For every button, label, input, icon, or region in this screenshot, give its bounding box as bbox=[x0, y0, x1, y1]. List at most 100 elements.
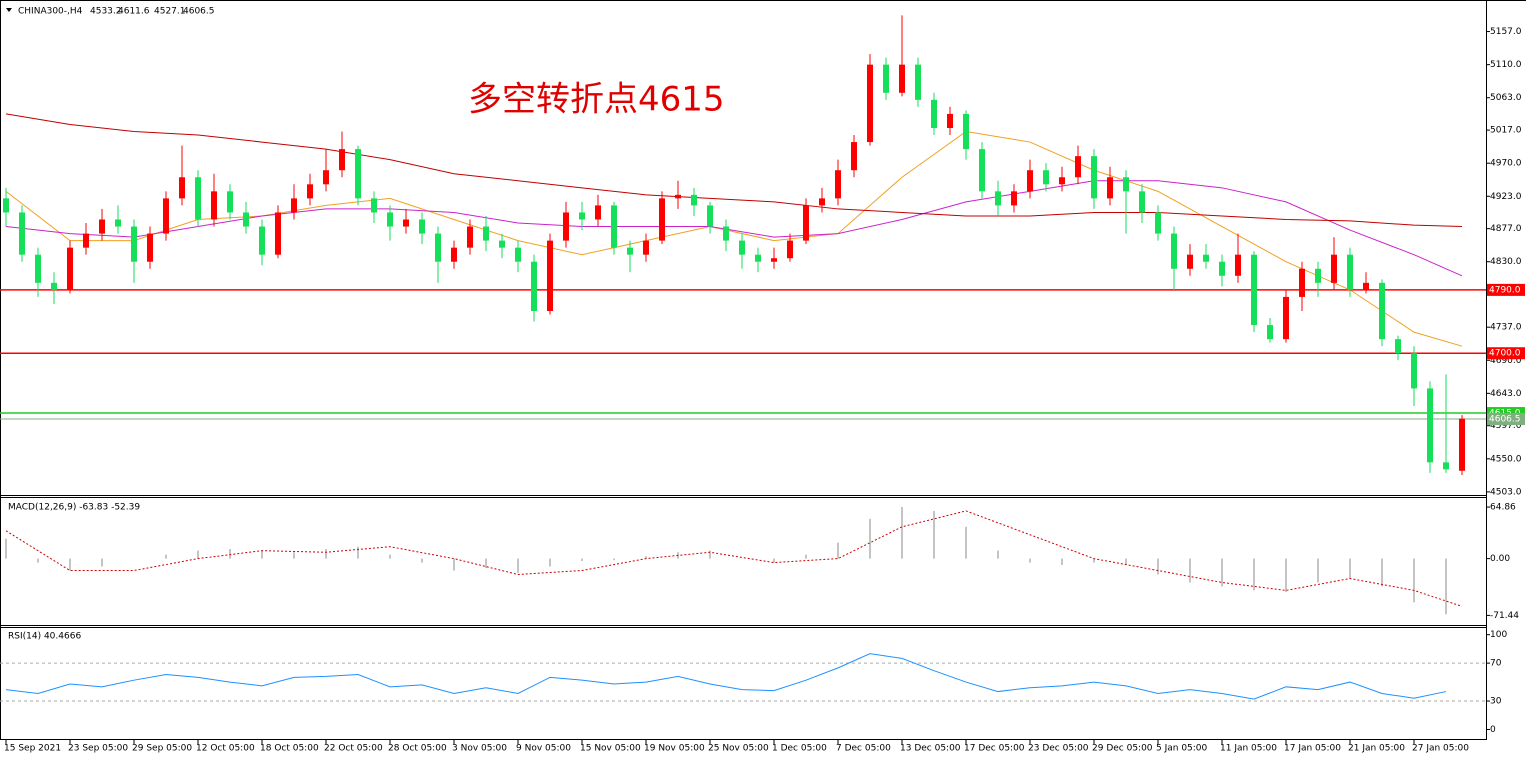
candle-body bbox=[579, 212, 585, 220]
candle-body bbox=[739, 240, 745, 255]
candle-body bbox=[307, 184, 313, 199]
x-tick-label: 19 Nov 05:00 bbox=[644, 744, 705, 754]
candle-body bbox=[467, 226, 473, 248]
candle-body bbox=[1235, 254, 1241, 276]
candle-body bbox=[819, 198, 825, 206]
y-tick-label: 0.00 bbox=[1490, 554, 1510, 564]
y-tick-label: 64.86 bbox=[1490, 503, 1516, 513]
moving-average bbox=[5, 180, 1463, 277]
y-tick-label: 5017.0 bbox=[1490, 126, 1522, 136]
candle-body bbox=[435, 233, 441, 262]
candle-body bbox=[691, 194, 697, 206]
candle-body bbox=[195, 177, 201, 220]
candle-body bbox=[515, 247, 521, 262]
candle-body bbox=[1027, 170, 1033, 192]
y-tick-label: 5110.0 bbox=[1490, 60, 1522, 70]
x-tick-label: 27 Jan 05:00 bbox=[1412, 744, 1469, 754]
candle-body bbox=[595, 205, 601, 220]
candle-body bbox=[675, 194, 681, 199]
candle-body bbox=[259, 226, 265, 255]
y-tick-label: 5157.0 bbox=[1490, 27, 1522, 37]
candle-body bbox=[1347, 254, 1353, 290]
candle-body bbox=[355, 149, 361, 199]
candle-body bbox=[723, 226, 729, 241]
x-tick-label: 12 Oct 05:00 bbox=[196, 744, 255, 754]
y-tick-label: 100 bbox=[1490, 630, 1507, 640]
x-tick-label: 15 Nov 05:00 bbox=[580, 744, 641, 754]
candle-body bbox=[531, 261, 537, 311]
candle-body bbox=[19, 212, 25, 255]
candle-body bbox=[659, 198, 665, 241]
moving-average bbox=[5, 113, 1463, 228]
x-tick-label: 28 Oct 05:00 bbox=[388, 744, 447, 754]
candle-body bbox=[835, 170, 841, 199]
x-tick-label: 29 Dec 05:00 bbox=[1092, 744, 1153, 754]
candle-body bbox=[291, 198, 297, 213]
y-tick-label: 4923.0 bbox=[1490, 192, 1522, 202]
candle-body bbox=[771, 258, 777, 262]
candle-body bbox=[915, 64, 921, 100]
candle-body bbox=[275, 212, 281, 255]
candle-body bbox=[1075, 156, 1081, 178]
candle-body bbox=[851, 142, 857, 171]
candle-body bbox=[1107, 177, 1113, 199]
candle-body bbox=[67, 247, 73, 290]
y-tick-label: 4503.0 bbox=[1490, 487, 1522, 497]
y-tick-label: 4830.0 bbox=[1490, 257, 1522, 267]
x-tick-label: 18 Oct 05:00 bbox=[260, 744, 319, 754]
candle-body bbox=[403, 219, 409, 227]
x-tick-label: 23 Dec 05:00 bbox=[1028, 744, 1089, 754]
candle-body bbox=[1091, 156, 1097, 199]
candle-body bbox=[947, 113, 953, 128]
candle-body bbox=[643, 240, 649, 255]
candle-body bbox=[227, 191, 233, 213]
x-tick-label: 23 Sep 05:00 bbox=[68, 744, 128, 754]
ohlc-close: 4606.5 bbox=[183, 7, 215, 17]
x-tick-label: 25 Nov 05:00 bbox=[708, 744, 769, 754]
rsi-line bbox=[5, 653, 1447, 700]
level-label: 4606.5 bbox=[1489, 415, 1521, 425]
ohlc-open: 4533.2 bbox=[90, 7, 122, 17]
level-label: 4790.0 bbox=[1489, 285, 1521, 295]
candle-body bbox=[1459, 418, 1465, 471]
x-tick-label: 7 Dec 05:00 bbox=[836, 744, 891, 754]
candle-body bbox=[787, 240, 793, 259]
menu-arrow bbox=[6, 8, 12, 12]
candle-body bbox=[1171, 233, 1177, 269]
candle-body bbox=[1123, 177, 1129, 192]
y-tick-label: 5063.0 bbox=[1490, 93, 1522, 103]
candle-body bbox=[1379, 282, 1385, 340]
x-tick-label: 22 Oct 05:00 bbox=[324, 744, 383, 754]
candle-body bbox=[51, 282, 57, 290]
y-tick-label: 4597.0 bbox=[1490, 421, 1522, 431]
candle-body bbox=[83, 233, 89, 248]
candle-body bbox=[1267, 325, 1273, 340]
candle-body bbox=[963, 113, 969, 150]
candle-body bbox=[1155, 212, 1161, 234]
candle-body bbox=[3, 198, 9, 213]
candle-body bbox=[163, 198, 169, 234]
ohlc-high: 4611.6 bbox=[118, 7, 150, 17]
candle-body bbox=[755, 254, 761, 262]
candle-body bbox=[323, 170, 329, 185]
candle-body bbox=[995, 191, 1001, 206]
annotation: 多空转折点4615 bbox=[468, 80, 725, 120]
x-tick-label: 11 Jan 05:00 bbox=[1220, 744, 1277, 754]
level-label: 4700.0 bbox=[1489, 349, 1521, 359]
candle-body bbox=[611, 205, 617, 248]
level-label-box bbox=[1487, 413, 1525, 426]
candle-body bbox=[499, 240, 505, 248]
candle-body bbox=[1411, 353, 1417, 389]
y-tick-label: 4877.0 bbox=[1490, 224, 1522, 234]
y-tick-label: 4970.0 bbox=[1490, 159, 1522, 169]
candle-body bbox=[419, 219, 425, 234]
candle-body bbox=[707, 205, 713, 227]
moving-average bbox=[5, 130, 1463, 347]
candle-body bbox=[1251, 254, 1257, 326]
y-tick-label: -71.44 bbox=[1490, 611, 1519, 621]
x-tick-label: 29 Sep 05:00 bbox=[132, 744, 192, 754]
x-tick-label: 1 Dec 05:00 bbox=[772, 744, 827, 754]
macd-signal bbox=[5, 510, 1463, 607]
